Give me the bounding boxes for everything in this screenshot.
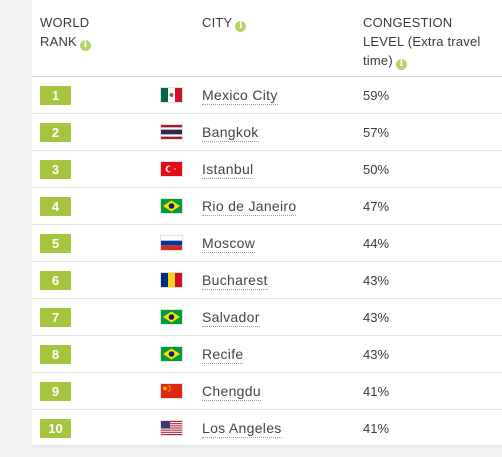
congestion-value: 59% [363, 88, 390, 103]
table-row: 3 Istanbul 50% [32, 151, 502, 188]
table-row: 9 Chengdu 41% [32, 373, 502, 410]
romania-flag-icon [161, 273, 182, 287]
china-flag-icon [161, 384, 182, 398]
congestion-level-header: CONGESTION LEVEL (Extra travel time) i [363, 15, 481, 70]
brazil-flag-icon [161, 199, 182, 213]
rank-badge: 7 [40, 308, 71, 327]
table-row: 6 Bucharest 43% [32, 262, 502, 299]
congestion-value: 44% [363, 236, 390, 251]
rank-badge: 6 [40, 271, 71, 290]
table-row: 1 Mexico City 59% [32, 77, 502, 114]
thailand-flag-icon [161, 125, 182, 139]
city-link[interactable]: Bucharest [202, 272, 268, 290]
brazil-flag-icon [161, 310, 182, 324]
congestion-value: 43% [363, 310, 390, 325]
table-row: 8 Recife 43% [32, 336, 502, 373]
info-icon[interactable]: i [79, 40, 91, 51]
congestion-value: 43% [363, 273, 390, 288]
city-link[interactable]: Istanbul [202, 161, 254, 179]
table-row: 10 Los Angeles 41% [32, 410, 502, 447]
rank-badge: 10 [40, 419, 71, 438]
city-link[interactable]: Moscow [202, 235, 256, 253]
rank-badge: 2 [40, 123, 71, 142]
rank-badge: 5 [40, 234, 71, 253]
city-link[interactable]: Chengdu [202, 383, 261, 401]
turkey-flag-icon [161, 162, 182, 176]
congestion-ranking-table: WORLD RANK i CITY i CONGESTION LEVEL (Extr… [32, 0, 502, 447]
table-row: 5 Moscow 44% [32, 225, 502, 262]
congestion-value: 41% [363, 421, 390, 436]
world-rank-header: WORLD RANK i [40, 15, 91, 51]
table-row: 2 Bangkok 57% [32, 114, 502, 151]
city-header: CITY i [202, 13, 247, 32]
congestion-value: 50% [363, 162, 390, 177]
brazil-flag-icon [161, 347, 182, 361]
rank-badge: 9 [40, 382, 71, 401]
table-header: WORLD RANK i CITY i CONGESTION LEVEL (Extr… [32, 0, 502, 77]
info-icon[interactable]: i [235, 21, 247, 32]
rank-badge: 1 [40, 86, 71, 105]
usa-flag-icon [161, 421, 182, 435]
info-icon[interactable]: i [395, 59, 407, 70]
congestion-value: 41% [363, 384, 390, 399]
table-body: 1 Mexico City 59% 2 Bangkok 57% 3 Istanb… [32, 77, 502, 447]
city-link[interactable]: Los Angeles [202, 420, 282, 438]
city-link[interactable]: Salvador [202, 309, 260, 327]
table-row: 4 Rio de Janeiro 47% [32, 188, 502, 225]
rank-badge: 4 [40, 197, 71, 216]
rank-badge: 8 [40, 345, 71, 364]
city-link[interactable]: Bangkok [202, 124, 259, 142]
city-link[interactable]: Rio de Janeiro [202, 198, 297, 216]
city-link[interactable]: Recife [202, 346, 244, 364]
mexico-flag-icon [161, 88, 182, 102]
congestion-value: 47% [363, 199, 390, 214]
city-link[interactable]: Mexico City [202, 87, 278, 105]
russia-flag-icon [161, 236, 182, 250]
table-row: 7 Salvador 43% [32, 299, 502, 336]
congestion-value: 43% [363, 347, 390, 362]
congestion-value: 57% [363, 125, 390, 140]
rank-badge: 3 [40, 160, 71, 179]
